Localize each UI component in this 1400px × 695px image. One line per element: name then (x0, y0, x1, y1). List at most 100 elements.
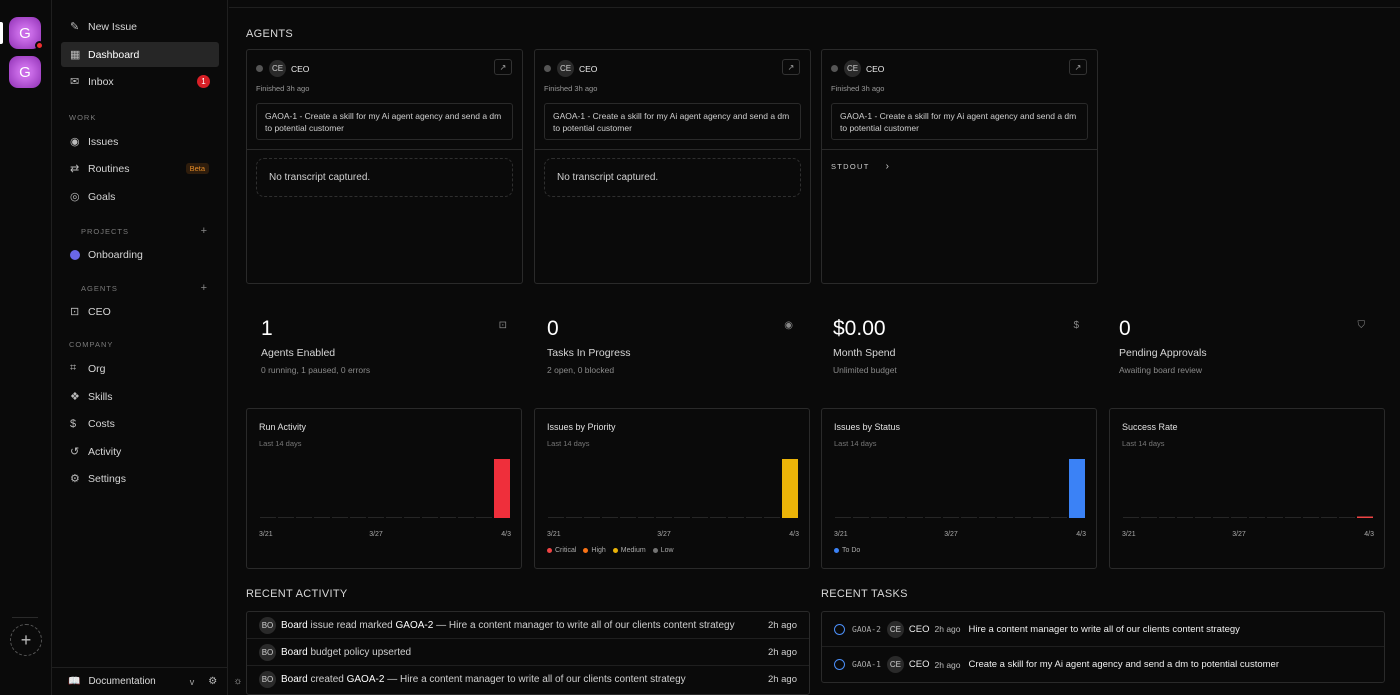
status-circle-icon (834, 623, 845, 635)
transcript-empty: No transcript captured. (256, 158, 513, 197)
agent-run-card[interactable]: CE CEO ↗ Finished 3h ago GAOA-1 - Create … (534, 49, 811, 284)
metric-value: $0.00 (833, 317, 886, 340)
chart-baseline (1249, 517, 1265, 518)
add-company-button[interactable]: + (10, 624, 42, 656)
circle-dot-icon: ◉ (70, 136, 80, 148)
metric-tasks-in-progress[interactable]: 0 Tasks In Progress 2 open, 0 blocked ◉ (532, 312, 807, 382)
sidebar-item-settings[interactable]: ⚙ Settings (61, 466, 219, 491)
avatar: CE (844, 60, 861, 77)
boxes-icon: ❖ (70, 391, 80, 403)
sidebar-item-issues[interactable]: ◉ Issues (61, 129, 219, 154)
chart-baseline (674, 517, 690, 518)
chart-title: Issues by Priority (547, 422, 616, 432)
external-link-icon[interactable]: ↗ (1069, 59, 1087, 75)
sidebar-item-activity[interactable]: ↺ Activity (61, 439, 219, 464)
chart-title: Issues by Status (834, 422, 901, 432)
chart-baseline (835, 517, 851, 518)
activity-row[interactable]: BO Board budget policy upserted 2h ago (247, 639, 809, 666)
chart-baseline (961, 517, 977, 518)
company-rail: G G + (0, 0, 52, 695)
metric-agents-enabled[interactable]: 1 Agents Enabled 0 running, 1 paused, 0 er… (246, 312, 521, 382)
chart-baseline (404, 517, 420, 518)
issue-ref[interactable]: GAOA-2 (395, 619, 434, 631)
activity-row[interactable]: BO Board issue read marked GAOA-2 — Hire … (247, 612, 809, 639)
task-row[interactable]: GAOA-2 CE CEO 2h ago Hire a content manager … (822, 612, 1384, 647)
chart-baseline (925, 517, 941, 518)
sidebar-item-org[interactable]: ⌗ Org (61, 356, 219, 381)
legend-dot (652, 548, 658, 553)
sidebar-item-project[interactable]: Onboarding (61, 242, 219, 267)
activity-detail: — Hire a content manager to write all of… (436, 619, 735, 631)
nav-label: Activity (88, 445, 122, 458)
chart-bar (782, 459, 798, 518)
sidebar-item-dashboard[interactable]: ▦ Dashboard (61, 42, 219, 67)
company-avatar[interactable]: G (9, 17, 44, 50)
shield-icon: ⛉ (1357, 320, 1366, 331)
chart-issues-by-status: Issues by Status Last 14 days 3/21 3/27 4/3 … (821, 408, 1097, 569)
chart-run-activity: Run Activity Last 14 days 3/21 3/27 4/3 (246, 408, 522, 569)
x-tick-label: 3/21 (547, 531, 561, 538)
chart-issues-by-priority: Issues by Priority Last 14 days 3/21 3/27 4/… (534, 408, 810, 569)
sidebar-footer: 📖 Documentation v ⚙ ☼ (52, 667, 242, 695)
actor: Board (281, 619, 308, 631)
sidebar-item-goals[interactable]: ◎ Goals (61, 184, 219, 209)
version-dropdown[interactable]: v (189, 676, 195, 687)
x-tick-label: 3/21 (259, 531, 273, 538)
run-task-link[interactable]: GAOA-1 - Create a skill for my Ai agent … (544, 103, 801, 140)
legend-dot (612, 548, 618, 553)
legend-dot (547, 548, 552, 553)
avatar: CE (557, 60, 574, 77)
new-issue-button[interactable]: ✎ New Issue (61, 14, 219, 39)
task-row[interactable]: GAOA-1 CE CEO 2h ago Create a skill for my A… (822, 647, 1384, 682)
metric-month-spend[interactable]: $0.00 Month Spend Unlimited budget $ (818, 312, 1093, 382)
legend-label: Medium (620, 547, 646, 554)
avatar: CE (886, 656, 904, 673)
chart-success-rate: Success Rate Last 14 days 3/21 3/27 4/3 (1109, 408, 1385, 569)
chart-baseline (979, 517, 995, 518)
chart-baseline (692, 517, 708, 518)
documentation-link[interactable]: Documentation (88, 676, 156, 687)
add-agent-button[interactable]: + (200, 282, 207, 294)
x-tick-label: 3/27 (944, 531, 958, 538)
chart-baseline (907, 517, 923, 518)
chart-subtitle: Last 14 days (259, 439, 302, 448)
company-avatar[interactable]: G (9, 56, 41, 88)
chevron-right-icon: › (885, 161, 891, 172)
agent-run-header: CE CEO (831, 60, 884, 77)
status-circle-icon (834, 659, 845, 670)
metric-label: Month Spend (833, 347, 896, 359)
agent-run-header: CE CEO (256, 60, 309, 77)
external-link-icon[interactable]: ↗ (782, 59, 800, 75)
metric-pending-approvals[interactable]: 0 Pending Approvals Awaiting board review ⛉ (1104, 312, 1379, 382)
nav-label: Settings (88, 472, 126, 485)
gear-icon[interactable]: ⚙ (208, 676, 218, 687)
sidebar-item-routines[interactable]: ⇄ Routines Beta (61, 156, 219, 181)
chart-subtitle: Last 14 days (1122, 439, 1165, 448)
sidebar: ✎ New Issue ▦ Dashboard ✉ Inbox 1 WORK ◉ Issu… (52, 0, 242, 695)
legend-item: High (583, 547, 606, 554)
agent-run-card[interactable]: CE CEO ↗ Finished 3h ago GAOA-1 - Create … (246, 49, 523, 284)
sidebar-item-costs[interactable]: $ Costs (61, 411, 219, 436)
external-link-icon[interactable]: ↗ (494, 59, 512, 75)
activity-row[interactable]: BO Board created GAOA-2 — Hire a content … (247, 666, 809, 693)
nav-label: Goals (88, 190, 116, 203)
sidebar-item-inbox[interactable]: ✉ Inbox 1 (61, 69, 219, 94)
metric-label: Tasks In Progress (547, 347, 631, 359)
status-dot (544, 65, 551, 72)
sun-icon[interactable]: ☼ (233, 676, 243, 687)
run-task-link[interactable]: GAOA-1 - Create a skill for my Ai agent … (256, 103, 513, 140)
bot-icon: ⊡ (498, 320, 507, 331)
run-task-link[interactable]: GAOA-1 - Create a skill for my Ai agent … (831, 103, 1088, 140)
issue-ref[interactable]: GAOA-2 (346, 674, 385, 685)
timestamp: 2h ago (767, 619, 797, 631)
agent-run-card[interactable]: CE CEO ↗ Finished 3h ago GAOA-1 - Create … (821, 49, 1098, 284)
sidebar-item-agent[interactable]: ⊡ CEO (61, 299, 219, 324)
stdout-toggle[interactable]: STDOUT › (831, 161, 890, 172)
add-project-button[interactable]: + (200, 225, 207, 237)
sidebar-item-skills[interactable]: ❖ Skills (61, 384, 219, 409)
actor: Board (281, 646, 308, 658)
x-tick-label: 3/27 (369, 531, 383, 538)
chart-baseline (296, 517, 312, 518)
chart-baseline (386, 517, 402, 518)
inbox-count-badge: 1 (197, 75, 210, 88)
